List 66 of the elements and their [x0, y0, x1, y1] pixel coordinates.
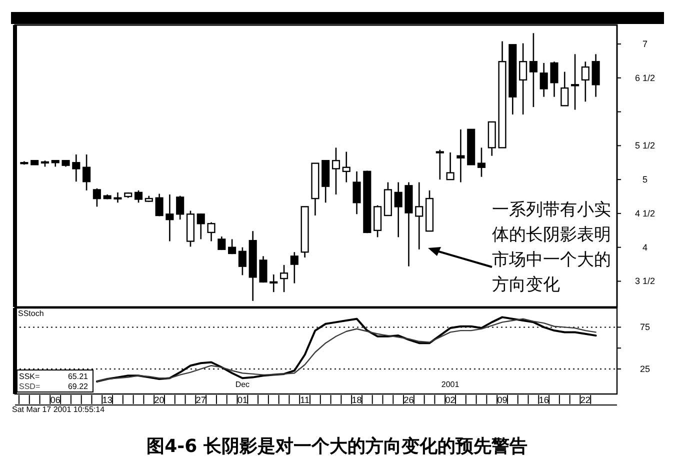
y-tick-label: 4	[642, 242, 648, 252]
x-tick-label: 06	[50, 395, 60, 405]
candlestick	[592, 54, 600, 98]
candlestick	[72, 154, 80, 182]
y-tick-label: 6 1/2	[634, 72, 656, 83]
candlestick	[550, 60, 558, 98]
candlestick	[280, 264, 288, 293]
candlestick	[92, 188, 101, 208]
x-tick-label: 13	[102, 395, 112, 405]
y-tick-label: 5	[642, 174, 648, 185]
candlestick	[290, 251, 298, 284]
x-tick-label: 22	[580, 395, 590, 405]
y-tick-label: 25	[640, 364, 650, 374]
candlestick	[332, 147, 340, 196]
candlestick	[560, 71, 569, 106]
annotation: 2001	[441, 380, 460, 389]
candlestick	[270, 274, 278, 293]
x-tick-label: 01	[237, 395, 248, 405]
x-tick-label: 16	[538, 395, 549, 405]
candlestick	[166, 194, 174, 242]
text: 图4-6 长阴影是对一个大的方向变化的预先警告	[146, 436, 528, 457]
annotation: 一系列带有小实体的长阴影表明市场中一个大的方向变化	[492, 199, 612, 297]
x-tick-label: 02	[445, 395, 456, 405]
candlestick	[581, 60, 590, 102]
candlestick	[134, 190, 143, 204]
candlestick	[259, 256, 268, 284]
x-tick-label: 11	[300, 395, 310, 405]
x-tick-label: 09	[497, 395, 508, 405]
text: Sat Mar 17 2001 10:55:14	[12, 405, 106, 414]
chart-title: SStoch	[18, 309, 44, 318]
candlestick	[155, 193, 164, 217]
y-tick-label: 5 1/2	[634, 140, 656, 151]
candlestick	[342, 151, 350, 183]
x-tick-label: 18	[352, 395, 362, 405]
candlestick	[82, 154, 91, 192]
candlestick	[436, 149, 444, 180]
candlestick	[570, 54, 580, 110]
candlestick	[228, 238, 236, 255]
y-tick-label: 7	[642, 38, 648, 49]
candlestick	[196, 212, 205, 240]
candlestick	[352, 170, 361, 215]
candlestick	[529, 32, 538, 108]
x-tick-label: 20	[154, 395, 164, 405]
candlestick	[477, 147, 486, 178]
text: SSK=	[19, 372, 40, 381]
candlestick	[540, 62, 548, 98]
candlestick	[394, 182, 402, 238]
candlestick	[207, 222, 216, 242]
candlestick	[176, 195, 184, 220]
y-tick-label: 4 1/2	[634, 208, 656, 218]
y-tick-label: 75	[640, 322, 650, 332]
candlestick	[415, 182, 424, 250]
x-tick-label: 27	[196, 395, 206, 405]
candlestick	[519, 42, 528, 116]
candlestick	[446, 152, 454, 180]
candlestick	[238, 246, 246, 276]
x-tick-label: 26	[404, 395, 414, 405]
annotation: 65.21	[68, 372, 89, 381]
candlestick	[374, 204, 382, 238]
text: SSD=	[19, 382, 40, 391]
y-tick-label: 3 1/2	[634, 276, 656, 286]
annotation: Dec	[235, 380, 250, 389]
candlestick	[456, 128, 465, 183]
candlestick	[218, 236, 226, 251]
annotation: 69.22	[68, 382, 89, 391]
candlestick	[114, 192, 122, 204]
